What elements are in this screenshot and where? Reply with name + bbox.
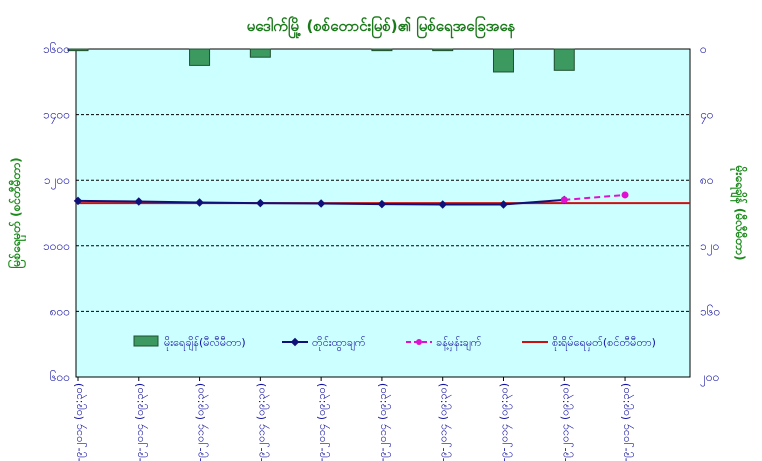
- legend-swatch: [133, 335, 159, 347]
- forecast-point: [621, 191, 629, 199]
- x-tick-label: ၂၅-၉-၂၀၁၄ (၀၉:၃၀): [497, 383, 512, 461]
- observed-point: [438, 200, 447, 209]
- y-axis-label-right: မိုးရေချိန် (မီလီမီတာ): [729, 165, 749, 261]
- legend-label: ခန့်မှန်းချက်: [436, 336, 482, 351]
- left-tick-label: ၆၀၀: [50, 369, 70, 384]
- right-tick-label: ၁၂၀: [700, 239, 719, 256]
- left-tick-label: ၈၀၀: [50, 304, 70, 318]
- observed-point: [377, 199, 387, 209]
- forecast-point: [560, 196, 568, 204]
- right-tick-label: ၀: [700, 42, 707, 56]
- legend-marker: [416, 339, 422, 345]
- observed-point: [256, 198, 265, 208]
- legend-label: စိုးရိမ်ရေမှတ်(စင်တီမီတာ): [552, 336, 656, 351]
- rainfall-bar: [492, 48, 514, 73]
- left-tick-label: ၁၆၀၀: [43, 41, 70, 56]
- observed-point: [134, 197, 144, 206]
- x-tick-label: ၂၃-၉-၂၀၁၄ (၀၉:၃၀): [376, 383, 391, 461]
- observed-point: [316, 199, 326, 208]
- legend-label: တိုင်းထွာချက်: [312, 336, 366, 351]
- rainfall-bar: [553, 48, 575, 71]
- right-tick-label: ၂၀၀: [700, 370, 719, 387]
- plot-area: [75, 48, 691, 378]
- rainfall-bar: [371, 48, 393, 52]
- y-axis-label-left: မြစ်ရေမှတ် (စင်တီမီတာ): [6, 157, 27, 268]
- x-tick-label: ၂၇-၉-၂၀၁၄ (၀၉:၃၀): [619, 383, 634, 461]
- x-tick-label: ၂၆-၉-၂၀၁၄ (၀၉:၃၀): [558, 383, 573, 461]
- right-tick-label: ၁၆၀: [700, 303, 720, 318]
- right-tick-label: ၈၀: [700, 173, 714, 187]
- x-tick-label: ၂၂-၉-၂၀၁၄ (၀၉:၃၀): [315, 383, 330, 461]
- right-tick-label: ၄၀: [700, 108, 714, 125]
- legend-marker: [290, 337, 300, 347]
- legend-label: မိုးရေချိန်(မီလီမီတာ): [164, 336, 246, 351]
- observed-point: [195, 198, 204, 207]
- x-tick-label: ၂၁-၉-၂၀၁၄ (၀၉:၃၀): [254, 383, 269, 461]
- x-tick-label: ၁၈-၉-၂၀၁၄ (၀၉:၃၀): [72, 383, 87, 461]
- chart-title: မဒေါက်မြို့ (စစ်တောင်းမြစ်)၏ မြစ်ရေအခြေအ…: [247, 15, 516, 39]
- observed-point: [73, 196, 83, 206]
- x-tick-label: ၂၄-၉-၂၀၁၄ (၀၉:၃၀): [437, 383, 452, 461]
- x-tick-label: ၁၉-၉-၂၀၁၄ (၀၉:၃၀): [133, 383, 148, 461]
- left-tick-label: ၁၂၀၀: [44, 173, 70, 190]
- left-tick-label: ၁၄၀၀: [43, 108, 70, 125]
- rainfall-bar: [67, 48, 89, 52]
- left-tick-label: ၁၀၀၀: [43, 239, 70, 253]
- forecast-line: [564, 193, 626, 201]
- rainfall-bar: [249, 48, 271, 58]
- x-tick-label: ၂၀-၉-၂၀၁၄ (၀၉:၃၀): [194, 383, 209, 461]
- observed-point: [499, 200, 508, 209]
- rainfall-bar: [189, 48, 211, 66]
- rainfall-bar: [432, 48, 454, 52]
